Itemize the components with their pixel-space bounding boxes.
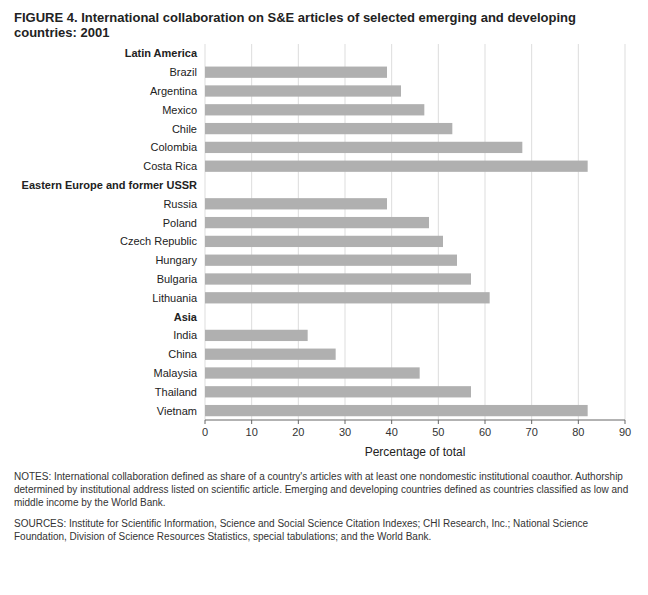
bar xyxy=(205,255,457,266)
annotation: NOTES: International collaboration defin… xyxy=(14,470,634,509)
grid xyxy=(205,44,625,420)
bar xyxy=(205,386,471,397)
bar xyxy=(205,67,387,78)
bar xyxy=(205,349,336,360)
x-tick-label: 30 xyxy=(339,426,351,438)
grid-line xyxy=(345,44,346,420)
y-tick-label: Argentina xyxy=(150,85,198,97)
y-tick-label: Hungary xyxy=(155,254,197,266)
x-axis-line xyxy=(205,420,625,421)
bar xyxy=(205,236,443,247)
grid-line xyxy=(391,44,392,420)
x-tick-label: 20 xyxy=(292,426,304,438)
y-tick-label: Czech Republic xyxy=(120,235,198,247)
x-tick xyxy=(251,420,252,424)
bar xyxy=(205,142,522,153)
bar xyxy=(205,85,401,96)
x-tick xyxy=(298,420,299,424)
grid-line xyxy=(438,44,439,420)
bar xyxy=(205,273,471,284)
x-tick xyxy=(531,420,532,424)
bar xyxy=(205,217,429,228)
x-tick xyxy=(391,420,392,424)
grid-line xyxy=(625,44,626,420)
y-tick-label: Lithuania xyxy=(152,292,198,304)
x-tick-label: 90 xyxy=(619,426,631,438)
bar xyxy=(205,104,424,115)
grid-line xyxy=(578,44,579,420)
x-tick-label: 10 xyxy=(246,426,258,438)
group-label: Latin America xyxy=(125,47,198,59)
x-tick xyxy=(205,420,206,424)
x-tick-label: 70 xyxy=(526,426,538,438)
y-tick-label: Vietnam xyxy=(157,405,197,417)
x-tick xyxy=(345,420,346,424)
y-tick-label: Malaysia xyxy=(154,367,198,379)
annotation: SOURCES: Institute for Scientific Inform… xyxy=(14,517,634,543)
y-tick-label: Bulgaria xyxy=(157,273,198,285)
grid-line xyxy=(531,44,532,420)
y-tick-label: Poland xyxy=(163,217,197,229)
x-tick-label: 40 xyxy=(386,426,398,438)
x-tick xyxy=(485,420,486,424)
x-tick-label: 50 xyxy=(432,426,444,438)
y-tick-label: Russia xyxy=(163,198,198,210)
y-tick-label: Colombia xyxy=(151,141,198,153)
bar xyxy=(205,367,420,378)
y-tick-label: Mexico xyxy=(162,104,197,116)
bar xyxy=(205,123,452,134)
y-tick-label: Brazil xyxy=(169,66,197,78)
y-tick-label: China xyxy=(168,348,198,360)
bar xyxy=(205,405,588,416)
group-label: Asia xyxy=(174,311,198,323)
bars xyxy=(205,67,588,417)
grid-line xyxy=(251,44,252,420)
x-tick-label: 0 xyxy=(202,426,208,438)
x-tick-label: 60 xyxy=(479,426,491,438)
x-tick xyxy=(438,420,439,424)
y-tick-label: India xyxy=(173,329,198,341)
x-tick xyxy=(625,420,626,424)
y-tick-label: Thailand xyxy=(155,386,197,398)
chart-title: FIGURE 4. International collaboration on… xyxy=(14,10,634,40)
bar xyxy=(205,161,588,172)
bar xyxy=(205,292,490,303)
bar xyxy=(205,198,387,209)
grid-line xyxy=(298,44,299,420)
bar xyxy=(205,330,308,341)
x-tick xyxy=(578,420,579,424)
x-axis-label: Percentage of total xyxy=(365,445,466,459)
y-tick-label: Costa Rica xyxy=(143,160,198,172)
x-tick-label: 80 xyxy=(572,426,584,438)
group-label: Eastern Europe and former USSR xyxy=(22,179,197,191)
grid-line xyxy=(205,44,206,420)
y-tick-label: Chile xyxy=(172,123,197,135)
grid-line xyxy=(485,44,486,420)
